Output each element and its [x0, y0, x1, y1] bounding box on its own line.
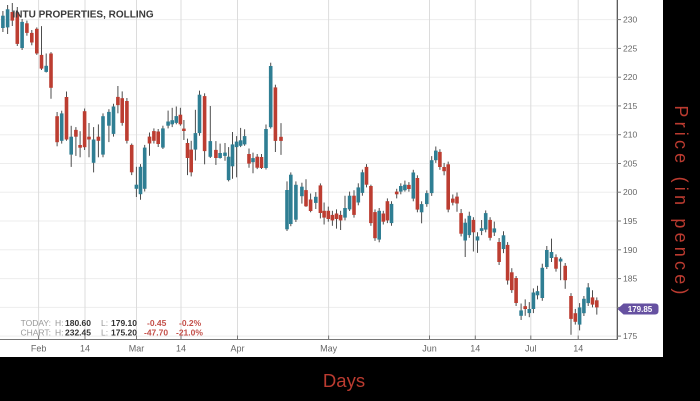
svg-text:230: 230 — [623, 15, 637, 25]
svg-text:-47.70: -47.70 — [144, 328, 168, 338]
svg-text:Price (in pence): Price (in pence) — [671, 105, 691, 298]
svg-text:TODAY:: TODAY: — [21, 318, 51, 328]
svg-text:CHART:: CHART: — [20, 328, 51, 338]
svg-text:175.20: 175.20 — [111, 328, 137, 338]
svg-text:L:: L: — [101, 328, 108, 338]
svg-text:Apr: Apr — [230, 344, 244, 354]
svg-text:179.85: 179.85 — [628, 305, 653, 314]
svg-text:225: 225 — [623, 43, 637, 53]
svg-text:14: 14 — [470, 344, 480, 354]
svg-text:200: 200 — [623, 187, 637, 197]
svg-text:195: 195 — [623, 216, 637, 226]
svg-text:220: 220 — [623, 72, 637, 82]
svg-text:Feb: Feb — [31, 344, 47, 354]
svg-text:-0.2%: -0.2% — [179, 318, 202, 328]
svg-text:Mar: Mar — [129, 344, 145, 354]
svg-text:215: 215 — [623, 101, 637, 111]
svg-text:Jun: Jun — [422, 344, 437, 354]
svg-text:179.10: 179.10 — [111, 318, 137, 328]
svg-text:14: 14 — [80, 344, 90, 354]
svg-text:180.60: 180.60 — [65, 318, 91, 328]
svg-text:190: 190 — [623, 245, 637, 255]
svg-text:May: May — [320, 344, 338, 354]
svg-text:175: 175 — [623, 331, 637, 341]
svg-text:Days: Days — [323, 370, 365, 391]
svg-text:210: 210 — [623, 130, 637, 140]
svg-text:L:: L: — [101, 318, 108, 328]
svg-text:14: 14 — [176, 344, 186, 354]
svg-text:14: 14 — [573, 344, 583, 354]
svg-text:185: 185 — [623, 274, 637, 284]
svg-text:H:: H: — [55, 328, 64, 338]
svg-text:205: 205 — [623, 159, 637, 169]
svg-text:-0.45: -0.45 — [147, 318, 167, 328]
svg-text:-21.0%: -21.0% — [176, 328, 203, 338]
svg-text:Jul: Jul — [525, 344, 537, 354]
svg-text:H:: H: — [55, 318, 64, 328]
svg-text:232.45: 232.45 — [65, 328, 91, 338]
svg-text:INTU PROPERTIES, ROLLING: INTU PROPERTIES, ROLLING — [13, 10, 154, 21]
